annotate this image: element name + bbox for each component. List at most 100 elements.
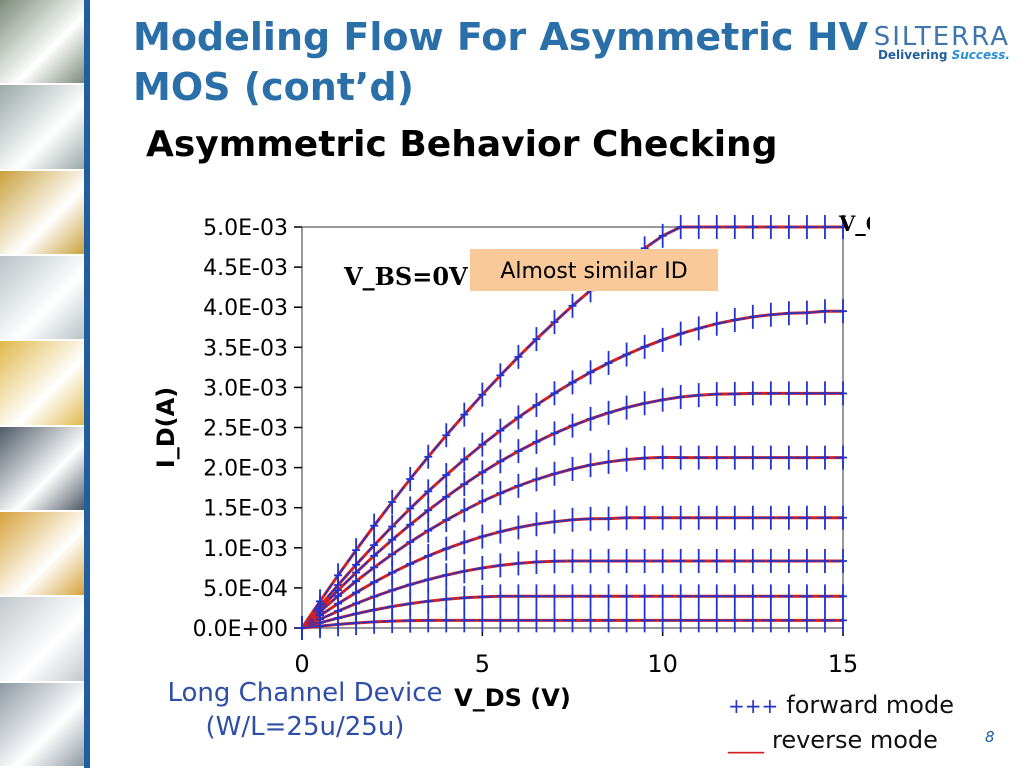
- forward-point: [388, 490, 397, 515]
- forward-point: [820, 215, 829, 239]
- forward-point: [712, 584, 721, 609]
- forward-point: [532, 429, 541, 454]
- forward-point: [460, 608, 469, 633]
- forward-point: [802, 584, 811, 609]
- forward-point: [586, 360, 595, 385]
- forward-point: [784, 381, 793, 406]
- device-caption-line1: Long Channel Device: [167, 678, 443, 708]
- company-logo: SILTERRA Delivering Success.: [860, 22, 1010, 62]
- forward-point: [424, 498, 433, 523]
- forward-point: [676, 321, 685, 346]
- y-tick-label: 5.0E-04: [203, 577, 288, 602]
- forward-point: [658, 387, 667, 412]
- side-divider: [84, 0, 90, 768]
- forward-point: [604, 449, 613, 474]
- forward-point: [478, 432, 487, 457]
- forward-point: [568, 293, 577, 318]
- forward-point: [748, 304, 757, 329]
- mode-legend: +++ forward mode ___ reverse mode: [728, 688, 954, 757]
- forward-point: [514, 344, 523, 369]
- forward-point: [802, 445, 811, 470]
- forward-point: [784, 215, 793, 239]
- forward-point: [712, 215, 721, 239]
- annotation-text: Almost similar ID: [500, 259, 687, 284]
- x-tick-label: 0: [294, 650, 309, 678]
- forward-point: [694, 445, 703, 470]
- y-tick-label: 4.0E-03: [203, 296, 288, 321]
- forward-point: [748, 381, 757, 406]
- forward-point: [478, 382, 487, 407]
- bias-label: V_BS=0V: [343, 262, 468, 291]
- forward-point: [784, 608, 793, 633]
- forward-point: [586, 549, 595, 574]
- forward-point: [532, 467, 541, 492]
- x-tick-label: 5: [475, 650, 490, 678]
- forward-point: [586, 506, 595, 531]
- forward-point: [676, 584, 685, 609]
- forward-point: [640, 584, 649, 609]
- forward-point: [640, 608, 649, 633]
- logo-wordmark: SILTERRA: [873, 22, 1010, 52]
- forward-point: [424, 608, 433, 633]
- forward-point: [478, 556, 487, 581]
- forward-point: [839, 549, 847, 574]
- forward-point: [442, 462, 451, 487]
- forward-point: [712, 549, 721, 574]
- forward-point: [694, 608, 703, 633]
- series-label: V_GS = 32V: [838, 211, 870, 236]
- logo-tagline: Delivering Success.: [860, 48, 1010, 62]
- forward-point: [802, 505, 811, 530]
- forward-point: [460, 472, 469, 497]
- legend-forward-label: forward mode: [786, 691, 954, 719]
- forward-point: [496, 449, 505, 474]
- forward-point: [532, 584, 541, 609]
- forward-point: [424, 444, 433, 469]
- forward-point: [730, 445, 739, 470]
- forward-point: [766, 302, 775, 327]
- legend-reverse-label: reverse mode: [772, 726, 938, 754]
- forward-point: [568, 413, 577, 438]
- forward-point: [784, 584, 793, 609]
- forward-point: [839, 299, 847, 324]
- side-photo: [0, 255, 84, 342]
- forward-point: [604, 400, 613, 425]
- forward-point: [694, 383, 703, 408]
- forward-point: [568, 456, 577, 481]
- forward-point: [496, 418, 505, 443]
- forward-point: [550, 584, 559, 609]
- forward-point: [658, 549, 667, 574]
- forward-point: [839, 505, 847, 530]
- side-photo: [0, 597, 84, 683]
- forward-point: [406, 530, 415, 555]
- forward-point: [586, 608, 595, 633]
- forward-point: [514, 515, 523, 540]
- forward-point: [532, 549, 541, 574]
- forward-point: [442, 608, 451, 633]
- forward-point: [766, 445, 775, 470]
- forward-point: [622, 342, 631, 367]
- forward-point: [460, 447, 469, 472]
- forward-point: [406, 551, 415, 576]
- forward-point: [604, 608, 613, 633]
- y-tick-label: 2.0E-03: [203, 457, 288, 482]
- legend-forward-symbol: +++: [728, 694, 779, 718]
- forward-point: [676, 215, 685, 239]
- legend-reverse: ___ reverse mode: [728, 723, 954, 757]
- forward-point: [568, 549, 577, 574]
- forward-point: [730, 549, 739, 574]
- forward-point: [514, 608, 523, 633]
- forward-point: [694, 505, 703, 530]
- forward-point: [820, 608, 829, 633]
- forward-point: [640, 446, 649, 471]
- forward-point: [640, 549, 649, 574]
- forward-point: [676, 445, 685, 470]
- side-photo: [0, 682, 84, 768]
- forward-point: [676, 505, 685, 530]
- y-tick-label: 1.5E-03: [203, 497, 288, 522]
- logo-tag-word-2: Success.: [951, 48, 1010, 62]
- forward-point: [568, 608, 577, 633]
- forward-point: [352, 611, 361, 636]
- forward-point: [604, 351, 613, 376]
- forward-point: [640, 334, 649, 359]
- forward-point: [496, 481, 505, 506]
